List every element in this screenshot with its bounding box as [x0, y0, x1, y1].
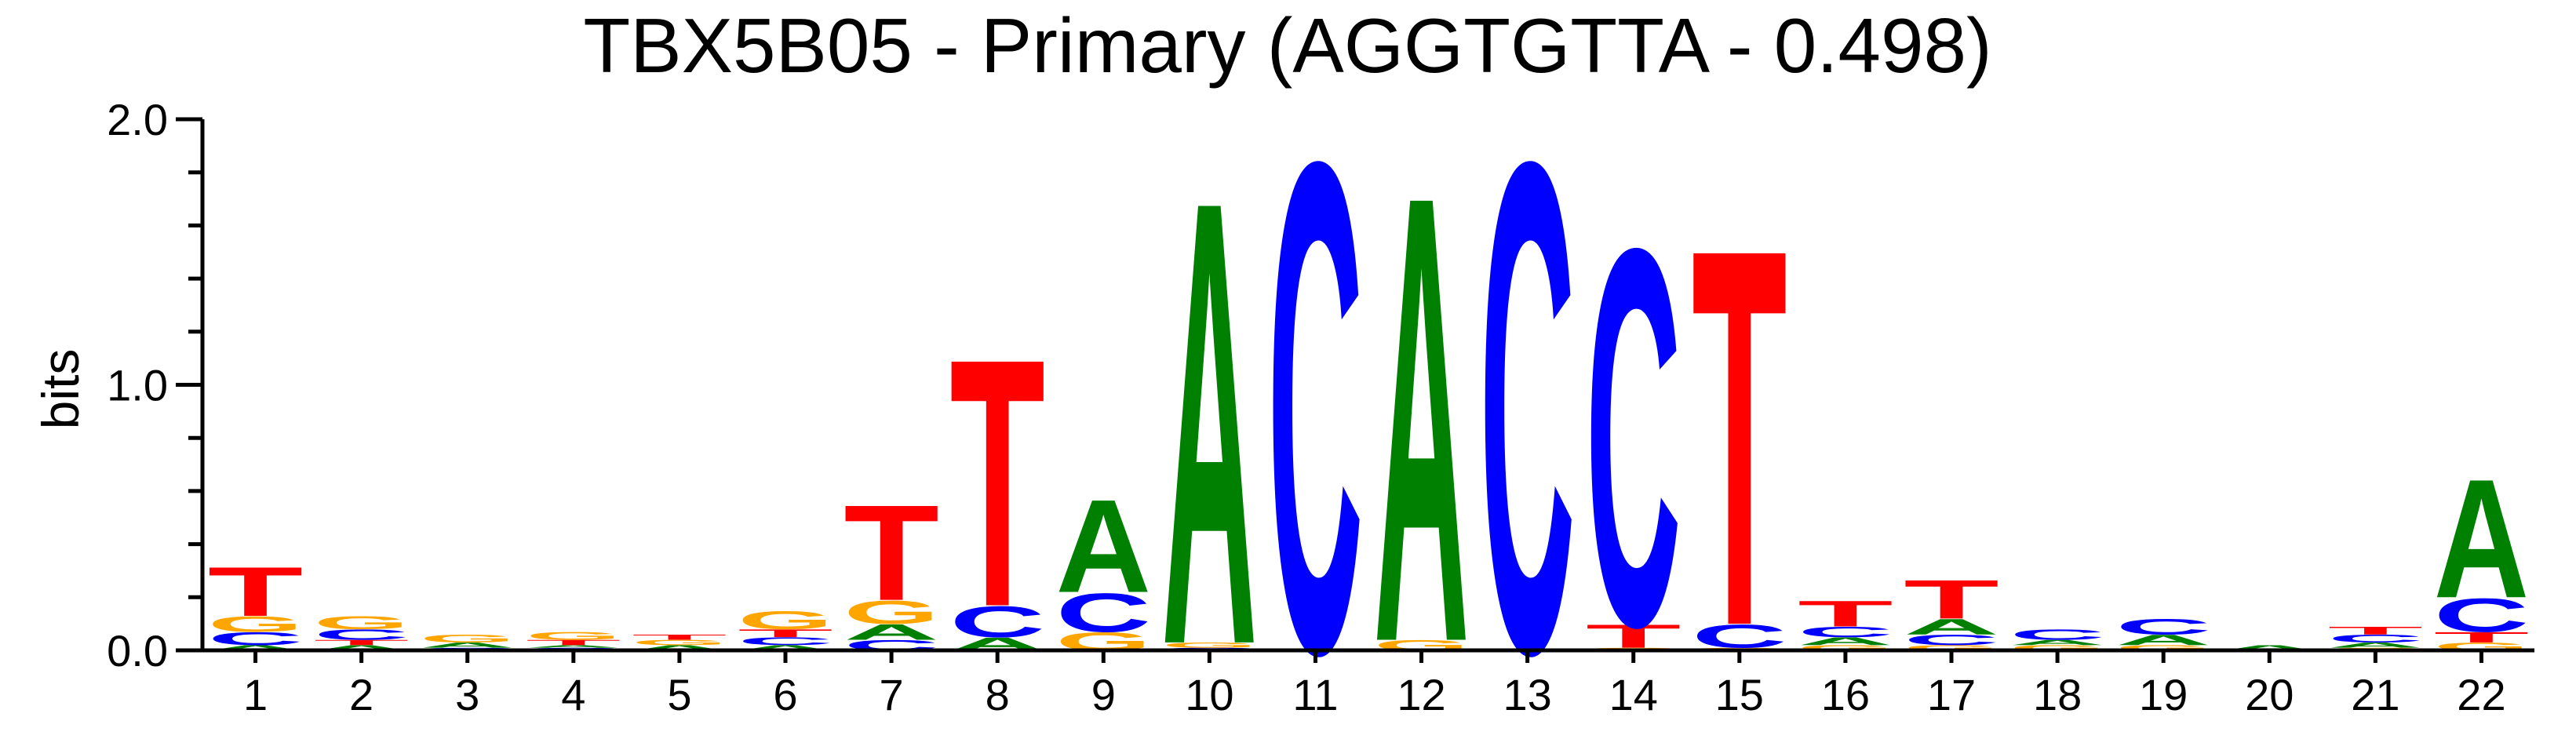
logo-letter-g: G	[843, 594, 939, 631]
logo-letter-g: G	[314, 613, 410, 633]
x-tick-label: 12	[1397, 670, 1445, 719]
x-tick-label: 21	[2351, 670, 2399, 719]
logo-letter-t: T	[314, 639, 410, 647]
logo-letter-a: A	[526, 644, 621, 648]
logo-letter-c: C	[1904, 632, 1999, 648]
y-axis-label: bits	[31, 349, 89, 430]
logo-letter-a: A	[1374, 63, 1470, 739]
logo-letter-c: C	[738, 635, 833, 648]
logo-letter-t: T	[2328, 624, 2424, 637]
logo-letter-g: G	[1904, 644, 1999, 652]
logo-letter-a: A	[843, 620, 939, 645]
logo-letter-g: G	[420, 632, 516, 645]
logo-letter-a: A	[2328, 641, 2424, 649]
logo-letter-t: T	[1904, 569, 1999, 631]
logo-letter-c: C	[2434, 588, 2530, 643]
logo-letter-a: A	[2115, 632, 2211, 648]
logo-letter-a: A	[420, 641, 516, 649]
logo-letter-c: C	[1480, 17, 1576, 739]
x-tick-label: 8	[986, 670, 1010, 719]
logo-letter-t: T	[208, 552, 304, 631]
logo-letter-t: T	[738, 627, 833, 639]
logo-letter-a: A	[2221, 644, 2317, 652]
logo-letter-g: G	[208, 612, 304, 637]
logo-letter-g: G	[526, 630, 621, 643]
logo-letter-c: C	[208, 628, 304, 649]
x-tick-label: 2	[349, 670, 373, 719]
x-tick-label: 18	[2033, 670, 2082, 719]
x-tick-label: 14	[1609, 670, 1658, 719]
x-tick-label: 4	[561, 670, 585, 719]
logo-letter-c: C	[2328, 632, 2424, 645]
x-tick-label: 7	[880, 670, 904, 719]
logo-letter-t: T	[2434, 629, 2530, 646]
x-tick-label: 13	[1503, 670, 1551, 719]
logo-letter-c: C	[949, 597, 1045, 646]
logo-letter-g: G	[1162, 641, 1258, 649]
x-tick-label: 15	[1715, 670, 1764, 719]
x-tick-label: 9	[1091, 670, 1116, 719]
logo-letter-g: G	[738, 606, 833, 635]
logo-letter-g: G	[632, 639, 727, 646]
logo-letter-t: T	[632, 633, 727, 642]
logo-letter-c: C	[1055, 582, 1151, 644]
logo-letter-a: A	[1904, 614, 1999, 639]
x-tick-label: 20	[2245, 670, 2294, 719]
logo-letter-c: C	[1268, 17, 1364, 739]
x-tick-label: 16	[1821, 670, 1870, 719]
logo-letter-a: A	[738, 644, 833, 652]
logo-letter-t: T	[1692, 138, 1787, 739]
x-tick-label: 17	[1927, 670, 1976, 719]
axes: 0.01.02.01 2 3 4 5 6 7 8 9 10 11 12 13 14 15 16 17 18 19 20…	[107, 95, 2534, 719]
x-tick-label: 19	[2139, 670, 2188, 719]
chart-title: TBX5B05 - Primary (AGGTGTTA - 0.498)	[583, 2, 1991, 89]
logo-letter-g: G	[2009, 644, 2105, 652]
logo-letter-g: G	[1798, 644, 1893, 652]
x-tick-label: 10	[1185, 670, 1233, 719]
logo-letter-g: G	[2115, 644, 2211, 652]
logo-letter-c: C	[2009, 627, 2105, 643]
logo-letter-t: T	[843, 476, 939, 629]
logo-letter-a: A	[2434, 445, 2530, 634]
x-tick-label: 6	[773, 670, 797, 719]
y-tick-label: 2.0	[107, 95, 168, 144]
logo-letter-a: A	[1055, 471, 1151, 621]
logo-letter-a: A	[632, 644, 727, 652]
logo-letter-a: A	[208, 644, 304, 652]
logo-letter-t: T	[1798, 593, 1893, 635]
logo-letter-t: T	[949, 285, 1045, 681]
x-tick-label: 1	[243, 670, 268, 719]
logo-letter-c: C	[2115, 614, 2211, 639]
y-tick-label: 1.0	[107, 361, 168, 410]
y-tick-label: 0.0	[107, 626, 168, 675]
logo-letter-a: A	[314, 644, 410, 652]
x-tick-label: 3	[455, 670, 479, 719]
x-tick-label: 11	[1292, 670, 1338, 719]
logo-letter-a: A	[1162, 67, 1258, 739]
logo-letter-t: T	[526, 639, 621, 647]
logo-letter-c: C	[1798, 624, 1893, 640]
logo-letter-a: A	[1798, 635, 1893, 648]
logo-letter-c: C	[1586, 137, 1682, 737]
x-tick-label: 5	[667, 670, 691, 719]
x-tick-label: 22	[2457, 670, 2505, 719]
logo-letter-c: C	[314, 627, 410, 643]
logo-letter-a: A	[2009, 639, 2105, 646]
